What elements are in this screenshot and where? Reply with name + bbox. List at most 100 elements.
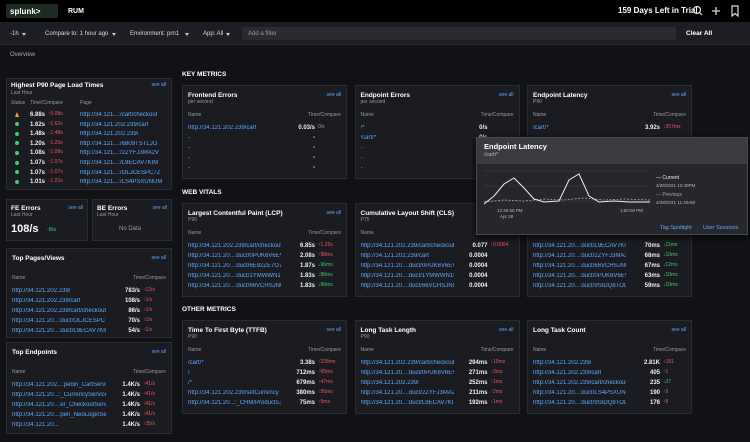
row-value: - (313, 135, 315, 141)
row-name[interactable]: http://34.121.202.239/cart/checkout (12, 308, 106, 314)
row-name[interactable]: http://34.121.20...:duct/6E92ZE7O7T (188, 263, 281, 269)
search-icon[interactable] (692, 5, 702, 15)
row-name[interactable]: http://34.121.20...:duct/0PUK6V6EV0 (360, 263, 454, 269)
row-page[interactable]: http://34.121...:/6809TSTLJO (80, 140, 158, 147)
row-name[interactable]: http://34.121.202.239/cart/checkout (533, 380, 626, 386)
logo[interactable]: splunk> (10, 7, 41, 16)
see-all-link[interactable]: see all (499, 327, 514, 333)
row-name[interactable]: http://34.121.20...:duct/LS4PSXUNUM (533, 390, 626, 396)
row-name[interactable]: http://34.121.20...:duct/L9ECAV7KIM (533, 243, 626, 249)
top-bar (0, 0, 750, 22)
see-all-link[interactable]: see all (671, 327, 686, 333)
row-name[interactable]: http://34.121.202.239/cart (188, 125, 257, 131)
row-name[interactable]: /* (360, 125, 365, 131)
row-delta: ↑228ms (318, 359, 336, 365)
row-page[interactable]: http://34.121...:/2ZYFJ3MA2V (80, 150, 160, 157)
see-all-link[interactable]: see all (151, 82, 166, 88)
see-all-link[interactable]: see all (326, 92, 341, 98)
row-page[interactable]: http://34.121...:/L9ECAV7KIM (80, 160, 159, 166)
popup-link[interactable]: Tag Spotlight (660, 225, 692, 231)
row-value: 70ms (644, 243, 660, 249)
row-name[interactable]: http://34.121.20...:duct/9SIDQ8TOD (533, 400, 626, 406)
row-name[interactable]: /* (188, 380, 193, 386)
row-name[interactable]: http://34.121.20...:duct/1YMWWN1N4O (360, 273, 454, 279)
trial-notice[interactable]: 159 Days Left in Trial (618, 6, 698, 15)
see-all-link[interactable]: see all (151, 349, 166, 355)
row-name[interactable]: / (188, 370, 190, 376)
filter-placeholder[interactable]: Add a filter (248, 31, 277, 37)
row-value: - (313, 145, 315, 151)
row-name[interactable]: http://34.121.202.239/ (360, 380, 419, 386)
row-name[interactable]: http://34.121.20...:pen_NeoLoginService (12, 412, 106, 418)
see-all-link[interactable]: see all (151, 255, 166, 261)
see-all-link[interactable]: see all (326, 210, 341, 216)
row-name[interactable]: http://34.121.202.239/cart/checkout (360, 243, 454, 249)
card (6, 342, 172, 434)
column-header: Time/Compare (308, 347, 341, 353)
row-name[interactable]: http://34.121.20...:duct/0PUK6V6EV0 (533, 273, 626, 279)
time-picker[interactable]: -1h (10, 31, 19, 37)
row-name: - (360, 165, 363, 171)
environment-picker[interactable]: Environment: prn1 (130, 31, 180, 37)
row-name[interactable]: http://34.121.20...:duct/L9ECAV7KIM (360, 400, 454, 406)
row-name[interactable]: http://34.121.20...:duct/0PUK6V6EV0 (360, 370, 454, 376)
row-value: 1.07s (30, 169, 46, 176)
row-name[interactable]: http://34.121.20...:duct/66VCHSJNUP (188, 283, 281, 289)
row-name[interactable]: http://34.121.202...:pebin_CartService (12, 382, 106, 388)
row-value: 1.4K/s (122, 422, 140, 428)
row-name[interactable]: /cart/* (360, 135, 377, 141)
row-name[interactable]: http://34.121.20...:duct/1YMWWN1N4O (188, 273, 281, 279)
row-name[interactable]: http://34.121.202.239/cart (360, 253, 429, 259)
row-name[interactable]: http://34.121.20...:duct/2ZYFJ3MA2V (360, 390, 454, 396)
card-title: Cumulative Layout Shift (CLS) (360, 210, 455, 217)
row-name: - (360, 155, 363, 161)
row-delta: ↓10ms (663, 272, 678, 278)
row-value: - (313, 165, 315, 171)
popup-title: Endpoint Latency (484, 142, 547, 151)
row-page[interactable]: http://34.121...:/OLJCESPC7Z (80, 169, 161, 176)
row-name[interactable]: http://34.121.20...:er_CheckoutService (12, 402, 106, 408)
row-name[interactable]: http://34.121.20...:duct/66VCHSJNUP (533, 263, 626, 269)
row-name[interactable]: http://34.121.20...:duct/0PUK6V6EV0 (188, 253, 281, 259)
filter-input[interactable] (242, 27, 676, 40)
row-page[interactable]: http://34.121...:/LS4PSXUNUM (80, 179, 163, 186)
row-name[interactable]: http://34.121.20... (12, 422, 59, 428)
row-name[interactable]: http://34.121.20...:duct/L9ECAV7KIM (12, 328, 106, 334)
row-value: 54/s (128, 328, 140, 334)
row-name[interactable]: http://34.121.202.239/cart/checkout (360, 360, 454, 366)
row-name[interactable]: http://34.121.20...:_CHM/Products.png (188, 400, 281, 406)
row-delta: 0/s (318, 124, 325, 130)
row-value: 176 (649, 400, 660, 406)
compare-picker[interactable]: Compare to: 1 hour ago (45, 31, 109, 37)
bookmark-icon[interactable] (731, 5, 739, 18)
row-name[interactable]: http://34.121.20...:duct/9SIDQ8TOD (533, 283, 626, 289)
row-name[interactable]: /cart/* (188, 360, 204, 366)
row-name[interactable]: http://34.121.20...:duct/OLJCESPC7Z (12, 318, 106, 324)
app-picker[interactable]: App: All (203, 31, 224, 37)
row-name: - (188, 145, 190, 151)
popup-link[interactable]: User Sessions (703, 225, 739, 231)
row-name[interactable]: http://34.121.202.239/cart/checkout (188, 243, 281, 249)
row-name[interactable]: http://34.121.20...:duct/66VCHSJNUP (360, 283, 454, 289)
row-name[interactable]: http://34.121.202.239/ (533, 360, 592, 366)
row-name[interactable]: http://34.121.202.239/cart (533, 370, 602, 376)
see-all-link[interactable]: see all (326, 327, 341, 333)
row-delta: ↓11ms (663, 242, 678, 248)
row-page[interactable]: http://34.121...:/cart/checkout (80, 112, 158, 118)
row-name[interactable]: /cart/* (533, 125, 549, 131)
see-all-link[interactable]: see all (671, 92, 686, 98)
row-name[interactable]: http://34.121.202.239/ (12, 288, 71, 294)
see-all-link[interactable]: see all (68, 205, 83, 211)
row-name[interactable]: http://34.121.202.239/setCurrency (188, 390, 279, 396)
tab[interactable]: Overview (10, 52, 36, 58)
row-name[interactable]: http://34.121.202.239/cart (12, 298, 81, 304)
row-value: 67ms (644, 263, 660, 269)
row-name[interactable]: http://34.121.20...:duct/2ZYFJ3MA2V (533, 253, 626, 259)
row-page[interactable]: http://34.121.202.239/ (80, 131, 139, 138)
see-all-link[interactable]: see all (499, 92, 514, 98)
row-name[interactable]: http://34.121.20...:_CurrencyService (12, 392, 106, 398)
logo-box[interactable] (6, 4, 58, 18)
row-page[interactable]: http://34.121.202.239/cart (80, 121, 149, 128)
metric-delta: -8/s (47, 227, 57, 233)
clear-all[interactable]: Clear All (686, 30, 713, 37)
